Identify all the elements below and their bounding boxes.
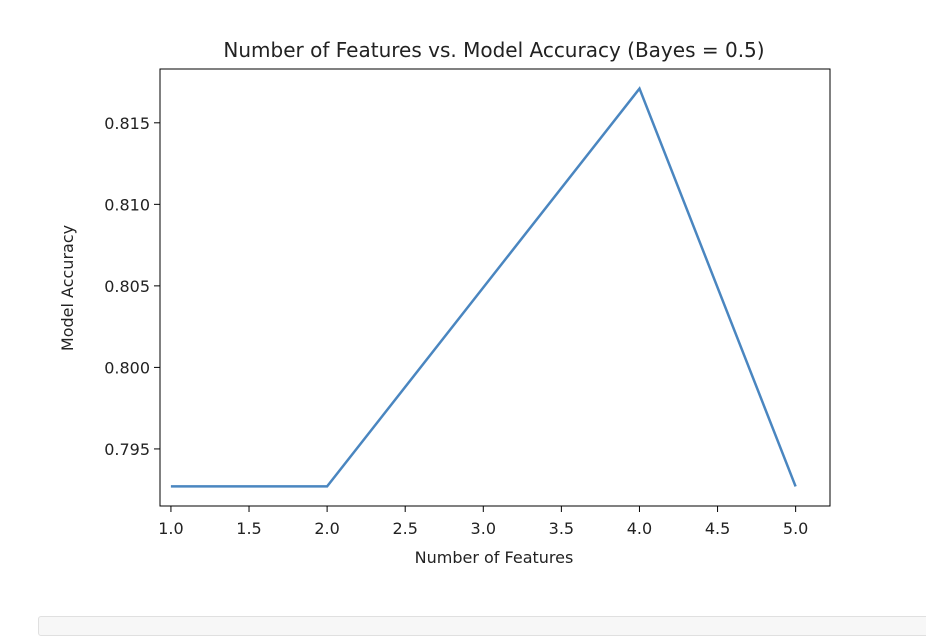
x-tick-label: 4.5	[705, 519, 730, 538]
y-tick-label: 0.815	[104, 114, 150, 133]
series-line	[170, 86, 797, 488]
chart-title: Number of Features vs. Model Accuracy (B…	[223, 38, 764, 62]
y-axis-ticks: 0.795 0.800 0.805 0.810 0.815	[104, 114, 160, 459]
y-tick-label: 0.800	[104, 358, 150, 377]
x-tick-label: 5.0	[783, 519, 808, 538]
x-tick-label: 3.5	[549, 519, 574, 538]
x-tick-label: 3.0	[471, 519, 496, 538]
plot-area-frame	[159, 68, 831, 507]
x-tick-label: 2.5	[392, 519, 417, 538]
y-axis-label: Model Accuracy	[58, 225, 77, 351]
y-tick-label: 0.810	[104, 195, 150, 214]
x-tick-label: 1.5	[236, 519, 261, 538]
x-axis-ticks: 1.0 1.5 2.0 2.5 3.0 3.5 4.0 4.5 5.0	[158, 506, 808, 538]
x-tick-label: 2.0	[314, 519, 339, 538]
x-axis-label: Number of Features	[415, 548, 574, 567]
x-tick-label: 4.0	[627, 519, 652, 538]
y-tick-label: 0.805	[104, 277, 150, 296]
x-tick-label: 1.0	[158, 519, 183, 538]
next-cell-area	[38, 616, 926, 636]
y-tick-label: 0.795	[104, 440, 150, 459]
